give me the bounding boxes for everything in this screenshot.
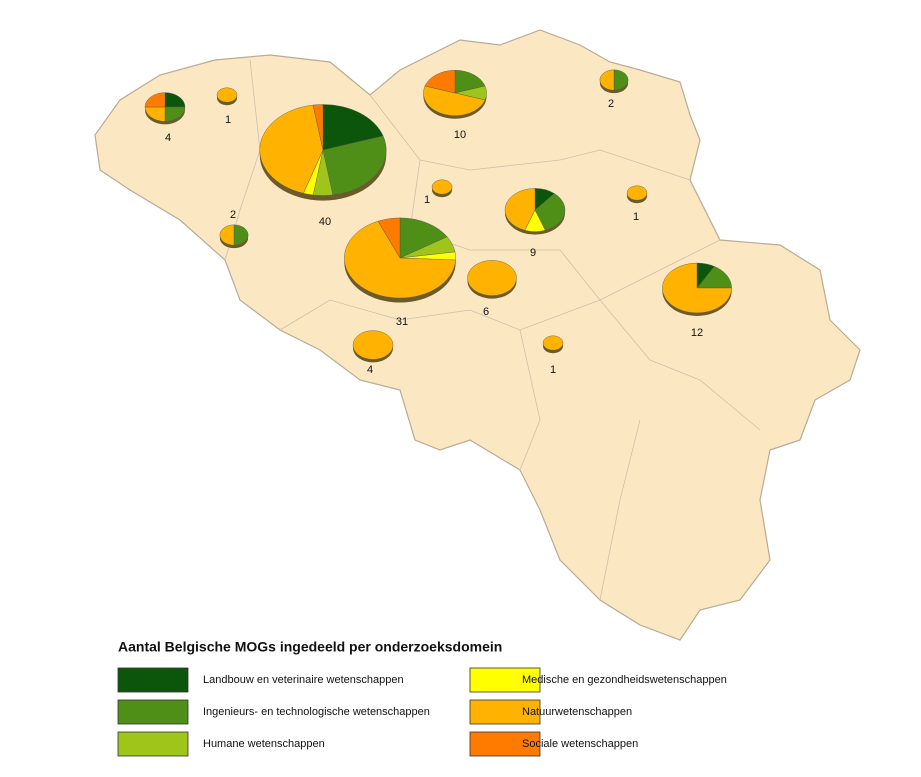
pie-slice <box>626 185 648 201</box>
pie: 1 <box>424 179 453 206</box>
pie: 12 <box>662 262 732 339</box>
legend-swatch <box>469 667 541 693</box>
pie: 40 <box>259 104 387 228</box>
pie-total-label: 9 <box>530 247 536 259</box>
pie: 10 <box>423 70 487 141</box>
country-outline <box>94 29 861 641</box>
pie-slice <box>431 179 453 195</box>
pie-slice <box>534 193 566 231</box>
pie-total-label: 1 <box>424 194 430 206</box>
pie-slice <box>662 262 732 314</box>
pie-total-label: 40 <box>319 216 331 228</box>
pie-slice <box>504 188 536 231</box>
pie: 9 <box>504 188 566 259</box>
pie-total-label: 1 <box>225 114 231 126</box>
pie: 1 <box>542 335 564 376</box>
pie-slice <box>259 104 324 194</box>
pie-slice <box>613 69 629 91</box>
pie-slice <box>423 85 486 116</box>
pie: 4 <box>144 92 186 144</box>
pie-total-label: 2 <box>608 98 614 110</box>
pie-slice <box>144 92 166 108</box>
legend-title: Aantal Belgische MOGs ingedeeld per onde… <box>118 639 502 655</box>
pie-total-label: 1 <box>550 364 556 376</box>
legend-label: Natuurwetenschappen <box>522 706 632 718</box>
legend-swatch <box>117 667 189 693</box>
pie-slice <box>312 104 324 151</box>
pie-slice <box>144 106 166 122</box>
pie-slice <box>542 335 564 351</box>
pie-slice <box>377 217 401 259</box>
pie-slice <box>216 87 238 103</box>
pie-slice <box>164 106 186 122</box>
pie: 1 <box>216 87 238 126</box>
pie-slice <box>233 224 249 246</box>
legend-label: Humane wetenschappen <box>203 738 325 750</box>
pie-slice <box>164 92 186 108</box>
pie-total-label: 1 <box>633 211 639 223</box>
pie-slice <box>344 220 456 299</box>
pie-slice <box>599 69 615 91</box>
pie-total-label: 4 <box>367 364 373 376</box>
legend: Landbouw en veterinaire wetenschappen Ing… <box>117 667 727 757</box>
legend-swatch <box>469 699 541 725</box>
pie-total-label: 12 <box>691 327 703 339</box>
legend-label: Landbouw en veterinaire wetenschappen <box>203 674 404 686</box>
pie: 31 <box>344 217 456 328</box>
pie: 4 <box>352 330 394 376</box>
pie-total-label: 31 <box>396 316 408 328</box>
legend-swatch <box>117 699 189 725</box>
legend-label: Sociale wetenschappen <box>522 738 638 750</box>
pie: 1 <box>626 185 648 223</box>
pie-total-label: 10 <box>454 129 466 141</box>
pie-slice <box>219 224 235 246</box>
legend-swatch <box>469 731 541 757</box>
pie-slice <box>399 217 448 259</box>
pie: 2 <box>599 69 629 110</box>
pie-slice <box>424 70 456 94</box>
pie-slice <box>322 135 387 196</box>
legend-label: Ingenieurs- en technologische wetenschap… <box>203 706 430 718</box>
pie-total-label: 4 <box>165 132 171 144</box>
pie: 2 <box>219 209 249 249</box>
legend-swatch <box>117 731 189 757</box>
legend-label: Medische en gezondheidswetenschappen <box>522 674 727 686</box>
province-borders <box>224 59 761 601</box>
pie-slice <box>467 260 517 296</box>
pie-total-label: 2 <box>230 209 236 221</box>
pie-slice <box>352 330 394 360</box>
pie: 6 <box>467 260 517 318</box>
pie-slice <box>322 104 384 151</box>
pie-total-label: 6 <box>483 306 489 318</box>
pie-slice <box>454 70 486 94</box>
